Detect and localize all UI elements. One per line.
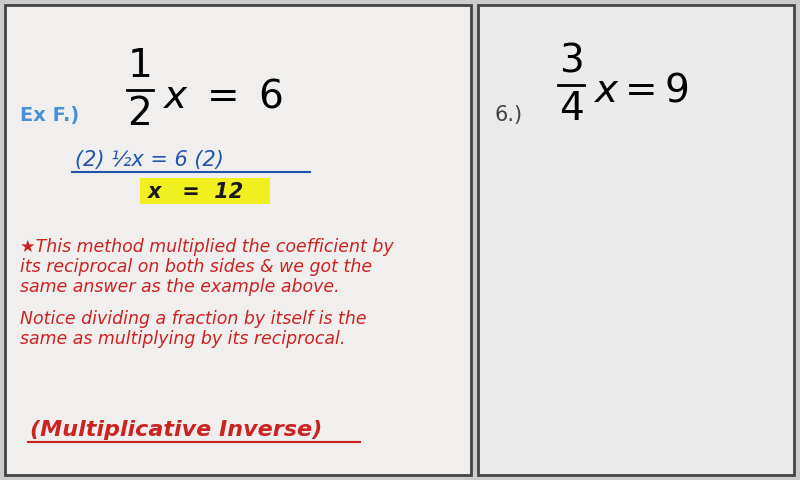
Text: ★This method multiplied the coefficient by: ★This method multiplied the coefficient … (20, 238, 394, 256)
Text: Notice dividing a fraction by itself is the: Notice dividing a fraction by itself is … (20, 310, 366, 328)
Text: its reciprocal on both sides & we got the: its reciprocal on both sides & we got th… (20, 258, 372, 276)
Text: Ex F.): Ex F.) (20, 106, 79, 124)
Text: 6.): 6.) (494, 105, 522, 125)
Text: $x\  =\ 6$: $x\ =\ 6$ (162, 77, 283, 115)
Text: 1: 1 (127, 48, 153, 85)
Text: same as multiplying by its reciprocal.: same as multiplying by its reciprocal. (20, 330, 346, 348)
Text: (2) ½x = 6 (2): (2) ½x = 6 (2) (75, 150, 224, 170)
Text: (Multiplicative Inverse): (Multiplicative Inverse) (30, 420, 322, 440)
Text: $x = 9$: $x = 9$ (593, 72, 689, 110)
Bar (5, 5, 471, 475)
Text: same answer as the example above.: same answer as the example above. (20, 278, 340, 296)
Text: 2: 2 (128, 95, 152, 132)
Bar (478, 5, 794, 475)
Text: 4: 4 (558, 90, 583, 128)
Bar (140, 178, 270, 204)
Text: x   =  12: x = 12 (148, 182, 244, 202)
Text: 3: 3 (558, 42, 583, 80)
